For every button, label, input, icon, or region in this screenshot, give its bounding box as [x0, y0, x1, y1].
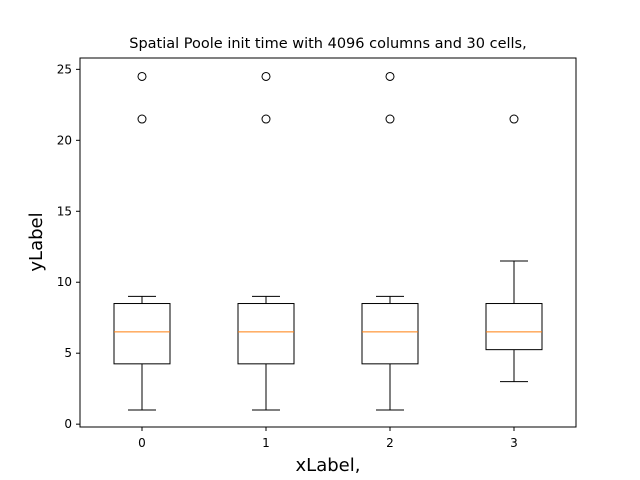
box-2	[361, 303, 419, 365]
box-group-3	[485, 114, 543, 383]
y-tick-label-5: 5	[64, 346, 72, 360]
y-axis-label: yLabel	[26, 212, 47, 271]
x-tick-label-0: 0	[138, 436, 146, 450]
y-tick-label-25: 25	[57, 62, 72, 76]
box-1	[237, 303, 295, 365]
outlier-1-1	[261, 71, 271, 81]
y-tick-label-0: 0	[64, 417, 72, 431]
outlier-2-0	[385, 114, 395, 124]
plot-frame	[79, 57, 577, 428]
y-tick-label-10: 10	[57, 275, 72, 289]
y-tick-label-15: 15	[57, 204, 72, 218]
y-tick-label-20: 20	[57, 133, 72, 147]
outlier-2-1	[385, 71, 395, 81]
box-group-0	[113, 71, 171, 411]
x-tick-label-1: 1	[262, 436, 270, 450]
x-tick-label-3: 3	[510, 436, 518, 450]
box-3	[485, 303, 543, 351]
x-tick-label-2: 2	[386, 436, 394, 450]
x-axis: 0 1 2 3	[138, 427, 518, 450]
x-axis-label: xLabel,	[296, 455, 361, 476]
box-group-2	[361, 71, 419, 411]
outlier-0-0	[137, 114, 147, 124]
y-axis: 0 5 10 15 20 25	[57, 62, 80, 431]
box-0	[113, 303, 171, 365]
outlier-1-0	[261, 114, 271, 124]
box-group-1	[237, 71, 295, 411]
chart-title: Spatial Poole init time with 4096 column…	[129, 36, 526, 52]
plot-area	[79, 57, 577, 428]
outlier-0-1	[137, 71, 147, 81]
outlier-3-0	[509, 114, 519, 124]
